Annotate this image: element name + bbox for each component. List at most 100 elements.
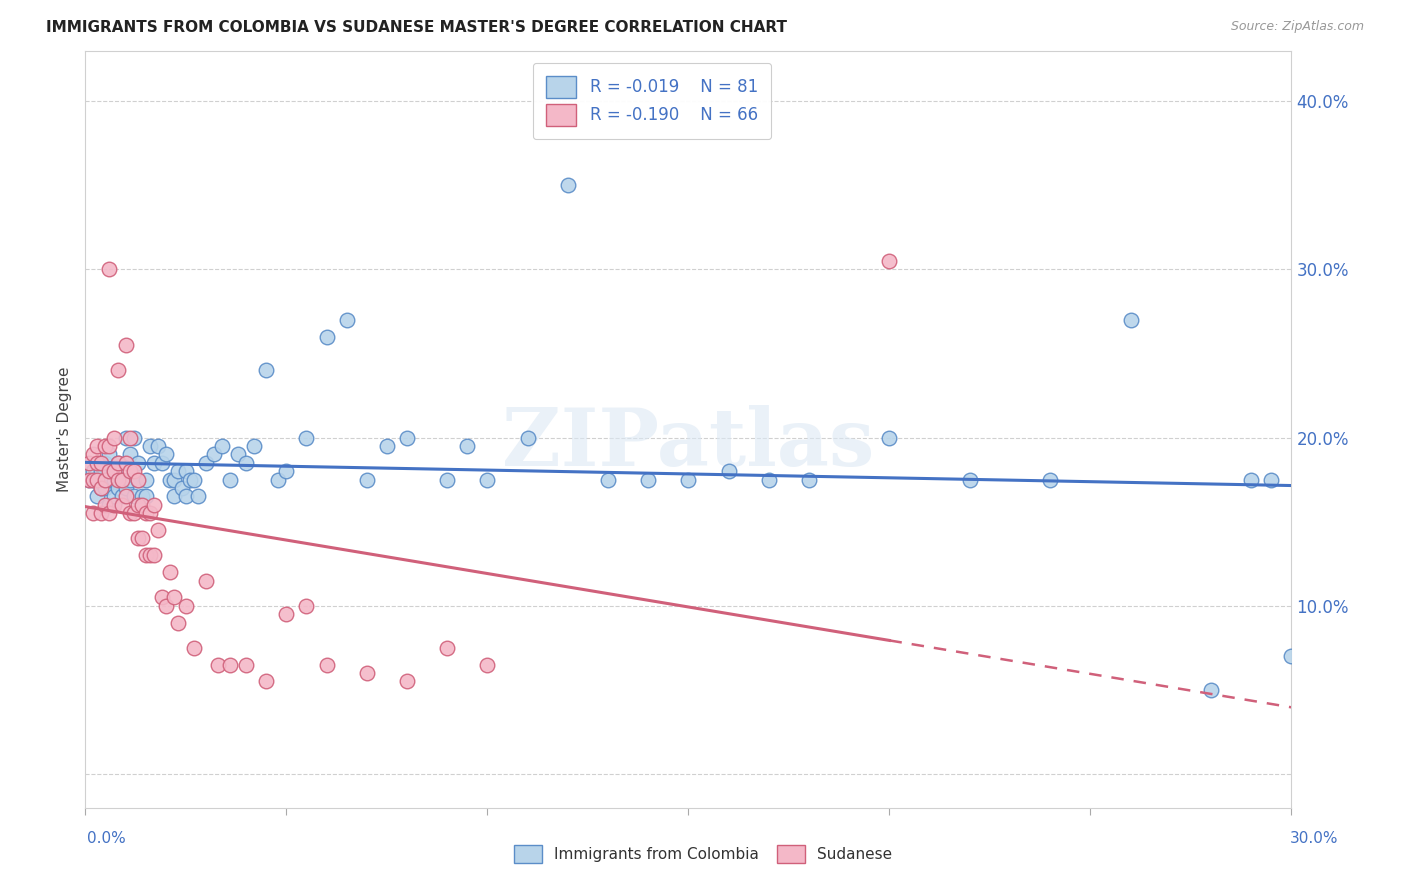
Point (107, 473, 129, 487)
Point (295, 431, 318, 445)
Point (456, 439, 478, 453)
Point (114, 456, 136, 470)
Point (1281, 649, 1303, 664)
Point (79, 473, 101, 487)
Point (879, 431, 901, 445)
Point (98, 464, 121, 478)
Point (159, 473, 181, 487)
Point (235, 657, 257, 672)
Point (195, 574, 218, 588)
Point (90, 481, 112, 495)
Text: 0.0%: 0.0% (87, 831, 127, 847)
Point (118, 464, 141, 478)
Point (86, 473, 108, 487)
Point (90, 481, 112, 495)
Point (142, 456, 165, 470)
Point (110, 490, 132, 504)
Point (163, 473, 186, 487)
Point (94, 439, 117, 453)
Point (94, 473, 117, 487)
Point (98, 506, 121, 520)
Point (717, 464, 740, 478)
Point (436, 473, 458, 487)
Point (235, 456, 257, 470)
Point (90, 456, 112, 470)
Point (516, 431, 538, 445)
Point (1260, 473, 1282, 487)
Point (118, 473, 141, 487)
Point (103, 498, 125, 512)
Point (243, 439, 266, 453)
Point (166, 615, 188, 630)
Point (127, 473, 149, 487)
Point (122, 431, 145, 445)
Point (142, 549, 165, 563)
Point (90, 506, 112, 520)
Point (174, 464, 197, 478)
Point (90, 464, 112, 478)
Point (174, 490, 197, 504)
Point (219, 473, 242, 487)
Point (110, 473, 132, 487)
Point (146, 523, 169, 537)
Point (107, 456, 129, 470)
Point (254, 674, 277, 689)
Point (103, 464, 125, 478)
Point (98, 262, 121, 277)
Point (131, 490, 153, 504)
Point (138, 549, 160, 563)
Point (202, 447, 225, 461)
Point (276, 464, 298, 478)
Point (879, 254, 901, 268)
Point (110, 473, 132, 487)
Point (596, 473, 619, 487)
Point (107, 363, 129, 377)
Point (135, 506, 157, 520)
Point (146, 439, 169, 453)
Point (82, 506, 104, 520)
Point (336, 313, 359, 327)
Point (94, 481, 117, 495)
Point (797, 473, 820, 487)
Point (114, 490, 136, 504)
Point (637, 473, 659, 487)
Point (183, 473, 205, 487)
Point (110, 498, 132, 512)
Point (107, 456, 129, 470)
Point (122, 490, 145, 504)
Point (163, 591, 186, 605)
Point (758, 473, 780, 487)
Point (138, 439, 160, 453)
Text: ZIPatlas: ZIPatlas (502, 405, 875, 483)
Point (170, 481, 193, 495)
Point (98, 498, 121, 512)
Point (103, 473, 125, 487)
Point (131, 532, 153, 546)
Point (477, 473, 499, 487)
Point (94, 456, 117, 470)
Point (127, 456, 149, 470)
Point (179, 473, 201, 487)
Point (163, 490, 186, 504)
Point (94, 473, 117, 487)
Point (82, 464, 104, 478)
Point (207, 657, 229, 672)
Point (155, 447, 177, 461)
Point (1199, 682, 1222, 697)
Text: IMMIGRANTS FROM COLOMBIA VS SUDANESE MASTER'S DEGREE CORRELATION CHART: IMMIGRANTS FROM COLOMBIA VS SUDANESE MAS… (46, 20, 787, 35)
Point (356, 666, 378, 681)
Point (315, 657, 337, 672)
Point (94, 498, 117, 512)
Point (295, 599, 318, 613)
Point (1119, 313, 1142, 327)
Point (174, 599, 197, 613)
Point (135, 549, 157, 563)
Point (114, 431, 136, 445)
Point (79, 456, 101, 470)
Legend: R = -0.019    N = 81, R = -0.190    N = 66: R = -0.019 N = 81, R = -0.190 N = 66 (533, 62, 772, 139)
Point (98, 473, 121, 487)
Point (103, 490, 125, 504)
Point (82, 473, 104, 487)
Point (103, 431, 125, 445)
Point (86, 473, 108, 487)
